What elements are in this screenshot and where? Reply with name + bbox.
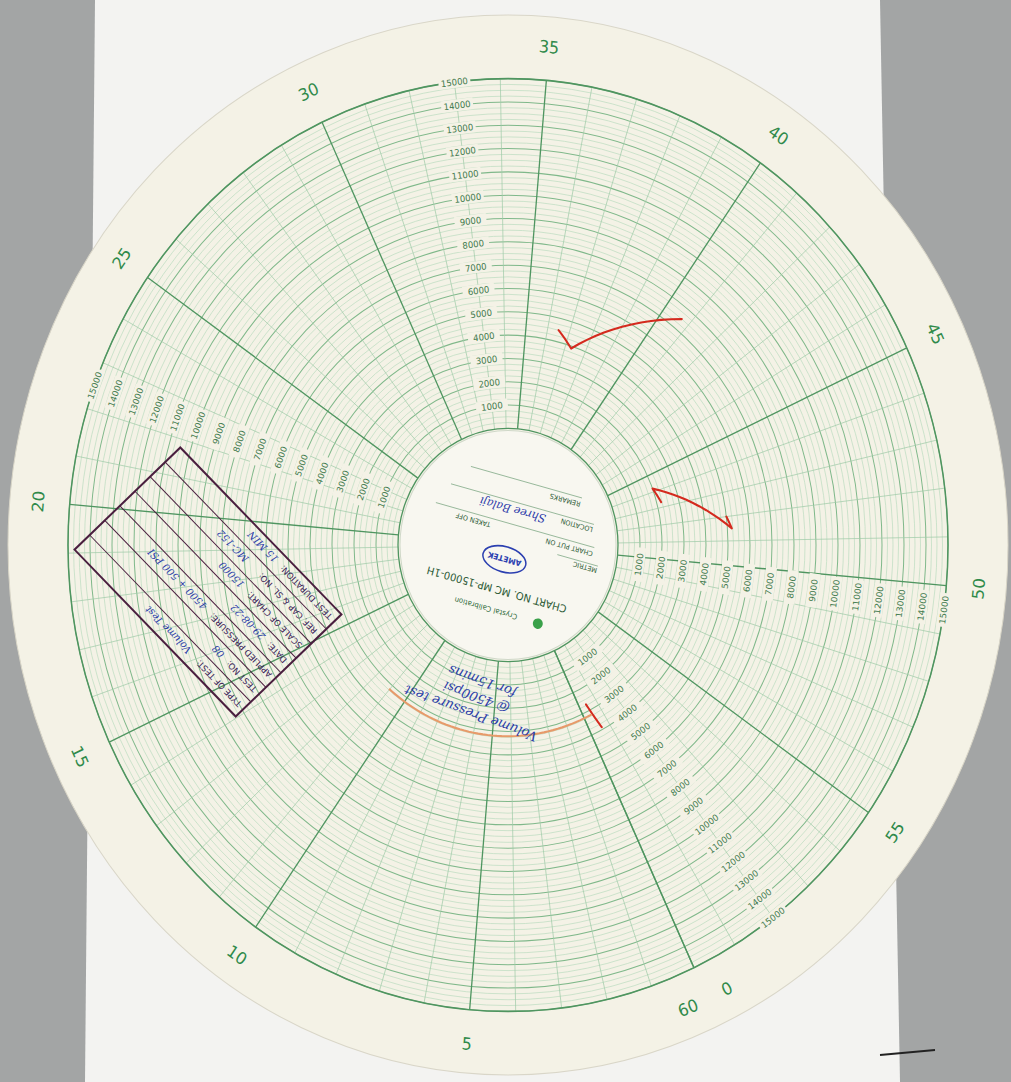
svg-text:12000: 12000 [448,145,476,159]
svg-text:14000: 14000 [916,592,929,622]
svg-text:6000: 6000 [273,445,290,470]
svg-text:9000: 9000 [682,795,705,817]
svg-text:60: 60 [675,995,701,1021]
svg-text:8000: 8000 [785,575,798,599]
svg-text:08: 08 [210,643,227,660]
svg-text:12000: 12000 [148,394,166,424]
svg-text:8000: 8000 [231,429,248,454]
svg-text:TEST NO:: TEST NO: [224,658,259,695]
svg-text:15000: 15000 [86,370,104,400]
svg-text:Volume Test: Volume Test [142,603,193,656]
svg-text:10000: 10000 [454,191,482,205]
svg-text:REF. CAP & SL. NO:: REF. CAP & SL. NO: [256,571,320,636]
svg-text:9000: 9000 [459,215,482,228]
svg-text:20: 20 [28,490,48,513]
svg-text:AMETEK: AMETEK [486,549,522,568]
svg-text:45: 45 [923,320,948,348]
svg-text:2000: 2000 [654,556,667,580]
svg-text:7000: 7000 [465,261,488,274]
svg-text:8000: 8000 [462,238,485,251]
svg-text:CHART PUT ON: CHART PUT ON [545,536,594,557]
svg-text:2000: 2000 [478,377,501,390]
svg-text:3000: 3000 [335,469,352,494]
svg-text:METRIC: METRIC [572,559,598,574]
svg-text:6000: 6000 [467,284,490,297]
svg-text:5000: 5000 [629,720,652,742]
svg-text:29-08-22: 29-08-22 [228,602,268,642]
svg-text:11000: 11000 [168,402,186,432]
svg-text:13000: 13000 [894,589,907,619]
svg-text:MC-152: MC-152 [214,527,251,565]
svg-text:APPLIED PRESSURE:: APPLIED PRESSURE: [207,611,274,680]
svg-text:TAKEN OFF: TAKEN OFF [454,510,492,529]
svg-text:4000: 4000 [616,702,639,724]
svg-text:1000: 1000 [633,552,646,576]
svg-text:4000: 4000 [314,461,331,486]
svg-text:for 15mins: for 15mins [446,662,519,701]
svg-text:1000: 1000 [576,646,599,668]
svg-text:13000: 13000 [127,386,145,416]
svg-text:11000: 11000 [850,582,863,612]
svg-text:7000: 7000 [252,437,269,462]
svg-text:11000: 11000 [451,168,479,182]
svg-text:TYPE OF TEST:: TYPE OF TEST: [194,657,244,709]
svg-text:11000: 11000 [706,831,733,856]
svg-text:14000: 14000 [746,886,773,911]
svg-text:4500 + 500 PSI: 4500 + 500 PSI [145,546,210,613]
svg-text:30: 30 [296,79,322,106]
svg-text:40: 40 [765,122,792,150]
svg-text:2000: 2000 [355,477,372,502]
svg-text:Shree Balaji: Shree Balaji [478,494,548,527]
svg-text:5000: 5000 [720,565,733,589]
svg-text:SCALE OF CHART:: SCALE OF CHART: [245,590,304,651]
svg-text:35: 35 [538,37,560,58]
svg-text:6000: 6000 [642,739,665,761]
svg-text:4000: 4000 [698,562,711,586]
svg-text:6000: 6000 [742,569,755,593]
svg-text:REMARKS: REMARKS [549,491,581,508]
svg-text:CHART NO. MC MP-15000-1H: CHART NO. MC MP-15000-1H [425,564,567,615]
svg-text:LOCATION: LOCATION [560,517,594,534]
svg-text:13000: 13000 [446,122,474,136]
svg-text:4000: 4000 [473,330,496,343]
svg-text:15 MIN: 15 MIN [245,528,281,564]
svg-text:5000: 5000 [293,453,310,478]
svg-text:10000: 10000 [189,410,207,440]
svg-text:25: 25 [109,244,136,273]
svg-text:14000: 14000 [443,99,471,113]
svg-text:@ 4500psi: @ 4500psi [441,678,512,717]
svg-text:2000: 2000 [589,665,612,687]
svg-text:5: 5 [461,1034,473,1054]
svg-text:5000: 5000 [470,307,493,320]
svg-text:TEST DURATION:: TEST DURATION: [278,563,335,622]
svg-text:7000: 7000 [763,572,776,596]
svg-text:Crystal Calibration: Crystal Calibration [453,594,519,622]
svg-text:50: 50 [969,577,989,600]
svg-text:0: 0 [718,978,736,1000]
svg-text:13000: 13000 [733,868,760,893]
svg-text:15000: 15000 [759,905,786,930]
svg-text:14000: 14000 [106,378,124,408]
svg-text:12000: 12000 [720,849,747,874]
svg-text:8000: 8000 [669,776,692,798]
svg-text:3000: 3000 [475,354,498,367]
svg-text:9000: 9000 [807,578,820,602]
svg-text:3000: 3000 [603,683,626,705]
svg-text:15000: 15000 [937,595,950,625]
svg-text:15: 15 [67,743,92,771]
svg-text:7000: 7000 [655,758,678,780]
svg-text:10: 10 [223,941,250,969]
svg-text:15000: 15000 [440,76,468,90]
svg-text:1000: 1000 [376,485,393,510]
svg-text:DATE:: DATE: [265,640,290,665]
svg-text:55: 55 [882,818,909,847]
svg-text:10000: 10000 [693,812,720,837]
svg-text:12000: 12000 [872,585,885,615]
svg-text:Volume Pressure test: Volume Pressure test [402,682,539,745]
svg-text:1000: 1000 [481,400,504,413]
svg-text:9000: 9000 [211,421,228,446]
svg-text:3000: 3000 [676,559,689,583]
svg-text:10000: 10000 [828,579,841,609]
svg-text:15000: 15000 [216,559,247,590]
